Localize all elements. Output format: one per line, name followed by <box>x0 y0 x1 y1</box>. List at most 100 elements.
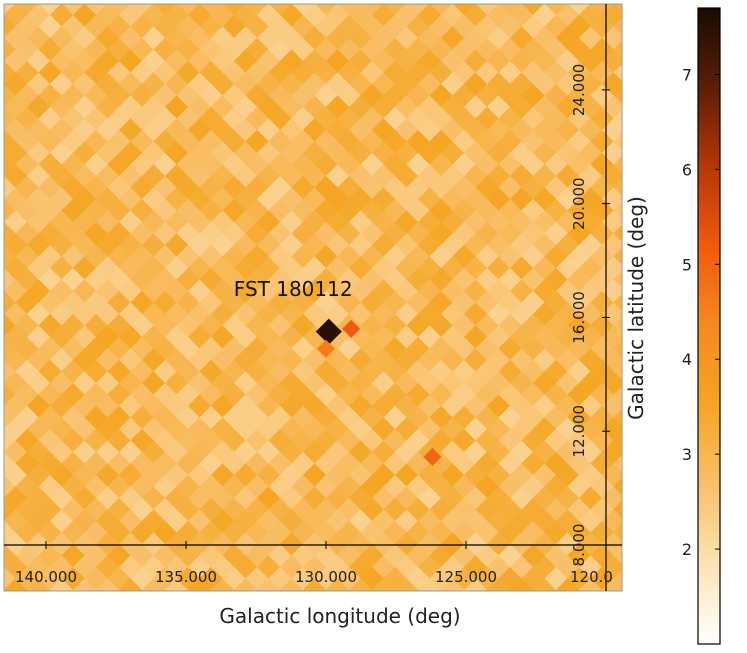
heatmap-cell <box>601 141 622 166</box>
heatmap-cell <box>4 451 17 477</box>
heatmap-cell <box>72 49 97 74</box>
heatmap-cell <box>555 601 579 625</box>
heatmap-cell <box>14 60 40 86</box>
heatmap-cell <box>601 371 622 396</box>
heatmap-cell <box>555 95 580 120</box>
heatmap-cell <box>636 613 660 637</box>
heatmap-cell <box>95 601 119 625</box>
heatmap-cell <box>543 60 569 86</box>
heatmap-cell <box>0 601 5 625</box>
heatmap-cell <box>4 37 17 63</box>
heatmap-cell <box>72 210 97 235</box>
heatmap-cell <box>141 95 166 120</box>
heatmap-cell <box>48 589 52 591</box>
heatmap-cell <box>60 4 86 17</box>
heatmap-cell <box>601 440 622 465</box>
heatmap-cell <box>60 83 86 109</box>
heatmap-cell <box>497 60 523 86</box>
heatmap-cell <box>624 417 648 441</box>
heatmap-cell <box>72 509 97 534</box>
heatmap-cell <box>83 14 109 40</box>
heatmap-cell <box>141 72 166 97</box>
bright-pixel <box>423 447 442 466</box>
heatmap-cell <box>15 613 39 637</box>
x-tick-label: 125.000 <box>435 568 497 586</box>
heatmap-cell <box>348 578 373 591</box>
heatmap-cell <box>60 37 86 63</box>
heatmap-cell <box>141 578 166 591</box>
heatmap-cell <box>601 325 622 350</box>
heatmap-cell <box>624 141 648 165</box>
heatmap-cell <box>107 613 131 637</box>
heatmap-cell <box>612 569 622 589</box>
heatmap-cell <box>256 4 281 28</box>
heatmap-cell <box>394 578 419 591</box>
y-tick-label: 24.000 <box>570 64 588 117</box>
heatmap-cell <box>636 0 660 16</box>
heatmap-cell <box>612 293 622 313</box>
y-tick-label: 16.000 <box>570 291 588 344</box>
heatmap-cell <box>72 601 96 625</box>
colorbar <box>697 7 721 645</box>
heatmap-cell <box>60 497 86 523</box>
heatmap-cell <box>95 578 120 591</box>
heatmap-cell <box>244 4 270 17</box>
heatmap-cell <box>60 14 86 40</box>
heatmap-cell <box>555 4 580 28</box>
heatmap-cell <box>4 198 17 224</box>
heatmap-cell <box>601 26 622 51</box>
heatmap-cell <box>4 428 17 454</box>
heatmap-cell <box>72 555 97 580</box>
heatmap-cell <box>497 4 523 17</box>
heatmap-cell <box>647 532 671 556</box>
heatmap-cell <box>440 4 465 28</box>
heatmap-cell <box>578 4 603 28</box>
heatmap-cell <box>636 590 660 614</box>
heatmap-cell <box>509 578 534 591</box>
heatmap-cell <box>152 60 178 86</box>
heatmap-cell <box>164 578 189 591</box>
heatmap-cell <box>647 417 671 441</box>
heatmap-cell <box>72 141 97 166</box>
heatmap-cell <box>186 589 190 591</box>
y-tick-label: 8.000 <box>570 524 588 567</box>
heatmap-cell <box>612 109 622 129</box>
heatmap-cell <box>83 543 109 569</box>
heatmap-cell <box>4 405 17 431</box>
heatmap-cell <box>95 72 120 97</box>
heatmap-cell <box>566 4 592 17</box>
heatmap-cell <box>37 4 63 17</box>
heatmap-cell <box>187 72 212 97</box>
heatmap-cell <box>198 4 224 17</box>
heatmap-cell <box>636 498 660 522</box>
heatmap-cell <box>601 118 622 143</box>
heatmap-cell <box>601 463 622 488</box>
heatmap-cell <box>49 4 74 28</box>
heatmap-cell <box>498 613 522 637</box>
heatmap-cell <box>612 155 622 175</box>
heatmap-cell <box>647 141 671 165</box>
heatmap-cell <box>647 486 671 510</box>
heatmap-cell <box>601 49 622 74</box>
heatmap-cell <box>601 210 622 235</box>
x-tick-label: 135.000 <box>155 568 217 586</box>
heatmap-cell <box>4 497 17 523</box>
heatmap-cell <box>612 316 622 336</box>
heatmap-cell <box>590 613 614 637</box>
heatmap-cell <box>256 578 281 591</box>
heatmap-cell <box>26 49 51 74</box>
heatmap-cell <box>60 106 86 132</box>
heatmap-cell <box>61 613 85 637</box>
heatmap-cell <box>647 463 671 487</box>
heatmap-cell <box>577 589 581 591</box>
heatmap-cell <box>164 4 189 28</box>
heatmap-cell <box>647 164 671 188</box>
heatmap-cell <box>4 267 17 293</box>
heatmap-cell <box>636 452 660 476</box>
heatmap-cell <box>636 15 660 39</box>
heatmap-cell <box>221 83 247 109</box>
heatmap-cell <box>210 4 235 28</box>
x-tick-label: 140.000 <box>15 568 77 586</box>
heatmap-cell <box>647 348 671 372</box>
heatmap-cell <box>118 4 143 28</box>
